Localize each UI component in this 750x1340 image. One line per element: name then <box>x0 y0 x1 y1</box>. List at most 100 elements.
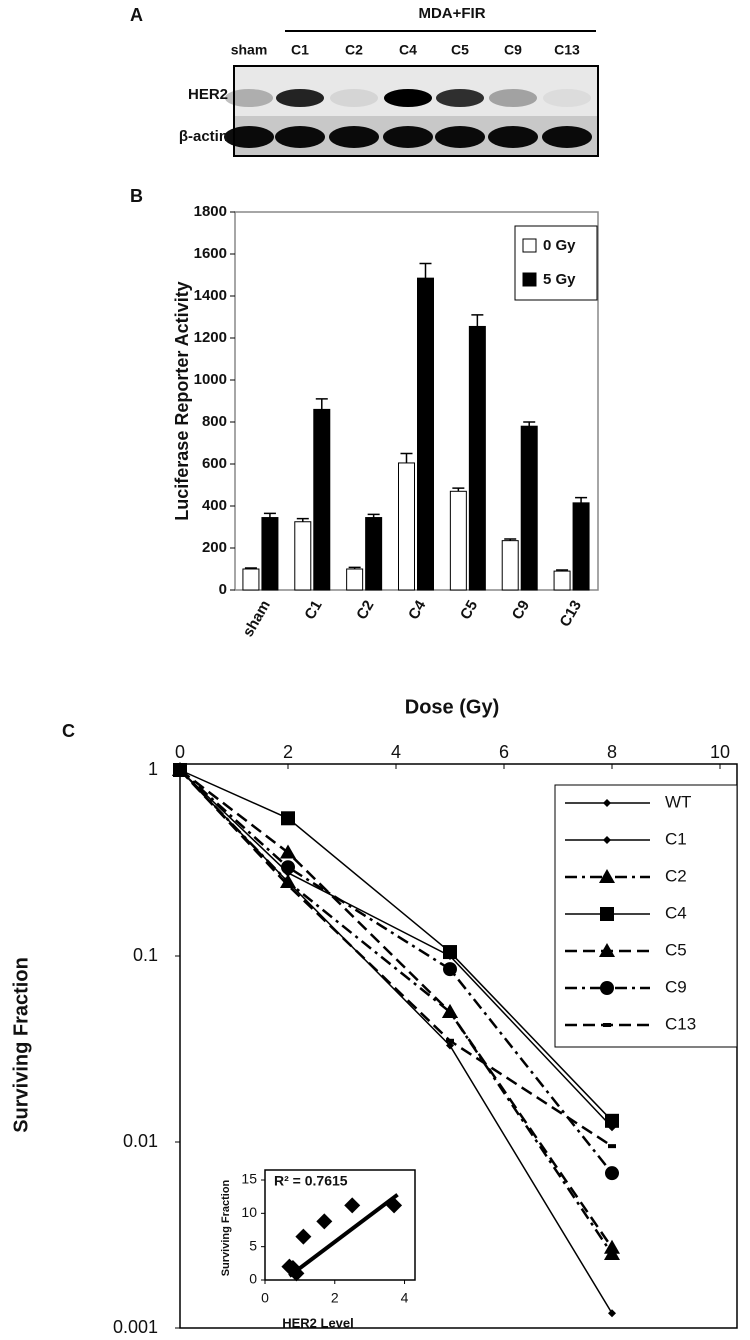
bar <box>520 425 538 591</box>
error-bar <box>348 566 361 569</box>
legend-label: C9 <box>665 977 687 996</box>
panel-label: A <box>130 5 143 25</box>
band <box>330 89 378 107</box>
marker <box>344 1197 361 1214</box>
y-tick-label: 1400 <box>194 287 227 304</box>
x-tick-label: C5 <box>457 597 481 622</box>
series-line <box>179 769 614 1249</box>
row-label: β-actin <box>179 128 228 145</box>
row-label: HER2 <box>188 86 228 103</box>
bar <box>553 570 571 591</box>
y-tick-label: 1600 <box>194 245 227 262</box>
marker <box>442 1003 458 1018</box>
marker <box>386 1197 403 1214</box>
legend-label: C13 <box>665 1014 696 1033</box>
y-tick-label: 0 <box>249 1271 257 1287</box>
error-bar <box>471 314 484 327</box>
x-tick-label: 4 <box>391 742 401 762</box>
error-bar <box>367 513 380 518</box>
marker <box>604 1239 620 1254</box>
marker <box>599 943 615 957</box>
lane-label: C13 <box>554 42 580 58</box>
y-tick-label: 1 <box>148 759 158 779</box>
series-line <box>179 769 613 1148</box>
x-tick-label: C4 <box>405 597 430 623</box>
bar <box>417 277 434 591</box>
y-axis-label: Surviving Fraction <box>10 957 32 1133</box>
marker <box>280 844 296 859</box>
y-tick-label: 600 <box>202 455 227 472</box>
blot-header: MDA+FIR <box>418 5 485 22</box>
y-tick-label: 400 <box>202 497 227 514</box>
error-bar <box>400 452 413 463</box>
legend-label: 5 Gy <box>543 271 576 288</box>
x-tick-label: 8 <box>607 742 617 762</box>
x-tick-label: C9 <box>509 597 533 622</box>
y-tick-label: 1200 <box>194 329 227 346</box>
trendline <box>288 1193 399 1278</box>
annotation: R² = 0.7615 <box>274 1173 348 1189</box>
error-bar <box>419 262 432 279</box>
x-axis-label: Dose (Gy) <box>405 696 499 718</box>
marker <box>600 907 614 921</box>
y-tick-label: 0.1 <box>133 945 158 965</box>
bar <box>242 568 260 591</box>
legend-label: C4 <box>665 903 687 922</box>
marker <box>176 768 184 772</box>
marker <box>603 1023 611 1027</box>
error-bar <box>296 517 309 522</box>
x-tick-label: 2 <box>283 742 293 762</box>
band <box>329 126 379 148</box>
bar <box>449 490 467 591</box>
bar <box>294 521 312 591</box>
legend-label: 0 Gy <box>543 237 576 254</box>
marker <box>443 945 457 960</box>
x-tick-label: 0 <box>175 742 185 762</box>
band <box>383 126 433 148</box>
lane-label: C1 <box>291 42 309 58</box>
error-bar <box>556 569 569 572</box>
y-axis-label: Luciferase Reporter Activity <box>172 281 192 520</box>
bar <box>365 517 383 591</box>
legend-label: C5 <box>665 940 687 959</box>
bar <box>572 502 590 591</box>
lane-label: sham <box>231 42 268 58</box>
marker <box>295 1228 312 1245</box>
lane-label: C2 <box>345 42 363 58</box>
bar <box>346 568 364 591</box>
legend-box <box>554 784 738 1048</box>
band <box>275 126 325 148</box>
error-bar <box>575 496 588 503</box>
legend-label: WT <box>665 792 691 811</box>
y-tick-label: 5 <box>249 1237 257 1253</box>
bar <box>398 462 415 591</box>
marker <box>603 799 611 807</box>
bar <box>261 517 279 591</box>
y-tick-label: 200 <box>202 539 227 556</box>
marker <box>608 1144 616 1149</box>
x-tick-label: C1 <box>301 597 325 622</box>
error-bar <box>244 567 257 569</box>
y-tick-label: 0.01 <box>123 1131 158 1151</box>
marker <box>281 811 295 826</box>
error-bar <box>523 421 536 427</box>
marker <box>605 1113 619 1128</box>
band <box>543 89 591 107</box>
marker <box>599 869 615 883</box>
lane-label: C5 <box>451 42 469 58</box>
band <box>276 89 324 107</box>
error-bar <box>315 398 328 410</box>
marker <box>284 883 292 888</box>
marker <box>443 962 457 977</box>
x-tick-label: C13 <box>556 597 584 629</box>
series-line <box>179 769 613 1128</box>
panel-label: C <box>62 721 75 741</box>
y-tick-label: 1000 <box>194 371 227 388</box>
x-tick-label: 4 <box>401 1290 409 1306</box>
band <box>435 126 485 148</box>
band <box>384 89 432 107</box>
y-tick-label: 1800 <box>194 203 227 220</box>
legend-box <box>514 225 598 301</box>
band <box>489 89 537 107</box>
